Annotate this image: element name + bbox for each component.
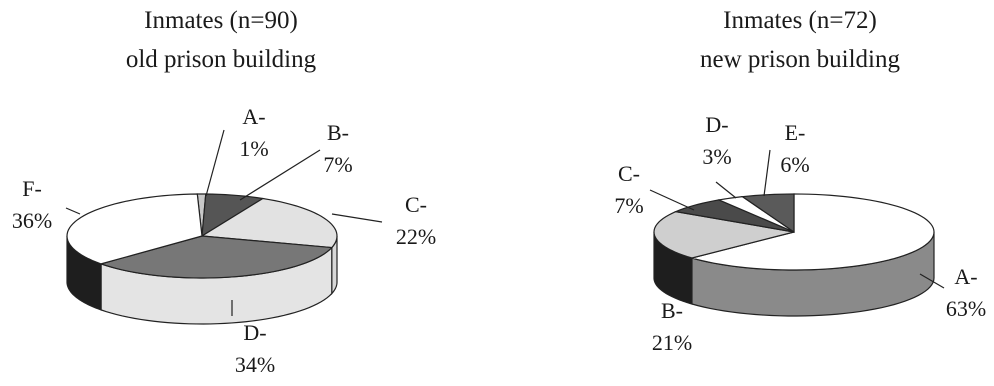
chart-2-leader-line: [649, 189, 695, 211]
chart-1-slice-value: 36%: [12, 208, 52, 233]
chart-2-subtitle: new prison building: [700, 46, 900, 73]
chart-2-slice-value: 21%: [652, 330, 692, 355]
chart-1-slice-c: [200, 197, 338, 249]
chart-1-leader-line: [205, 129, 225, 197]
chart-2-slice-b: [653, 211, 795, 259]
chart-1-slice-name: D-: [243, 320, 266, 345]
chart-2-title: Inmates (n=72): [723, 7, 877, 34]
chart-1-slice-b: [201, 193, 265, 238]
chart-1-slice-a: [196, 193, 207, 237]
chart-2-slice-value: 63%: [946, 296, 986, 321]
chart-1-slice-d: [98, 235, 334, 279]
chart-1-sides: [66, 235, 338, 325]
chart-1-slice-name: A-: [242, 104, 265, 129]
chart-2-slice-value: 7%: [614, 193, 643, 218]
chart-2-slice-value: 3%: [702, 144, 731, 169]
chart-2-slice-c: [673, 199, 795, 233]
chart-2-slice-name: E-: [785, 120, 806, 145]
chart-2-slice-name: A-: [954, 264, 977, 289]
chart-1-slice-value: 34%: [235, 352, 275, 377]
chart-1-pie: A- 1% B- 7% C- 22% D- 34% F- 36%: [12, 104, 436, 377]
chart-2-labels: A- 63% B- 21% C- 7% D- 3% E- 6%: [614, 112, 986, 355]
chart-2-slice-e: [740, 193, 795, 234]
chart-2-slice-name: B-: [661, 298, 683, 323]
chart-2-slice-a: [689, 193, 935, 271]
chart-2-slice-name: D-: [705, 112, 728, 137]
chart-1-slice-f: [66, 193, 203, 265]
chart-2-slices: [653, 193, 935, 271]
chart-2-leader-line: [919, 273, 945, 289]
chart-1-labels: A- 1% B- 7% C- 22% D- 34% F- 36%: [12, 104, 436, 377]
chart-1-leader-line: [239, 149, 321, 201]
chart-2-leader-line: [763, 149, 771, 197]
chart-1-slice-value: 1%: [239, 136, 268, 161]
chart-1-slice-value: 7%: [323, 152, 352, 177]
chart-2-pie: A- 63% B- 21% C- 7% D- 3% E- 6%: [614, 112, 986, 355]
chart-1-slices: [66, 193, 338, 279]
chart-1-slice-name: F-: [22, 176, 42, 201]
chart-1-slice-value: 22%: [396, 224, 436, 249]
chart-1-slice-name: B-: [327, 120, 349, 145]
chart-2-slice-name: C-: [618, 161, 640, 186]
chart-1-leader-line: [331, 213, 383, 223]
chart-1-title: Inmates (n=90): [144, 7, 298, 34]
chart-2-slice-value: 6%: [780, 152, 809, 177]
chart-1-subtitle: old prison building: [126, 46, 317, 73]
chart-1-slice-name: C-: [405, 192, 427, 217]
chart-2-slice-d: [716, 196, 795, 233]
chart-2-leader-line: [715, 181, 737, 199]
chart-1-leader-line: [65, 207, 81, 215]
